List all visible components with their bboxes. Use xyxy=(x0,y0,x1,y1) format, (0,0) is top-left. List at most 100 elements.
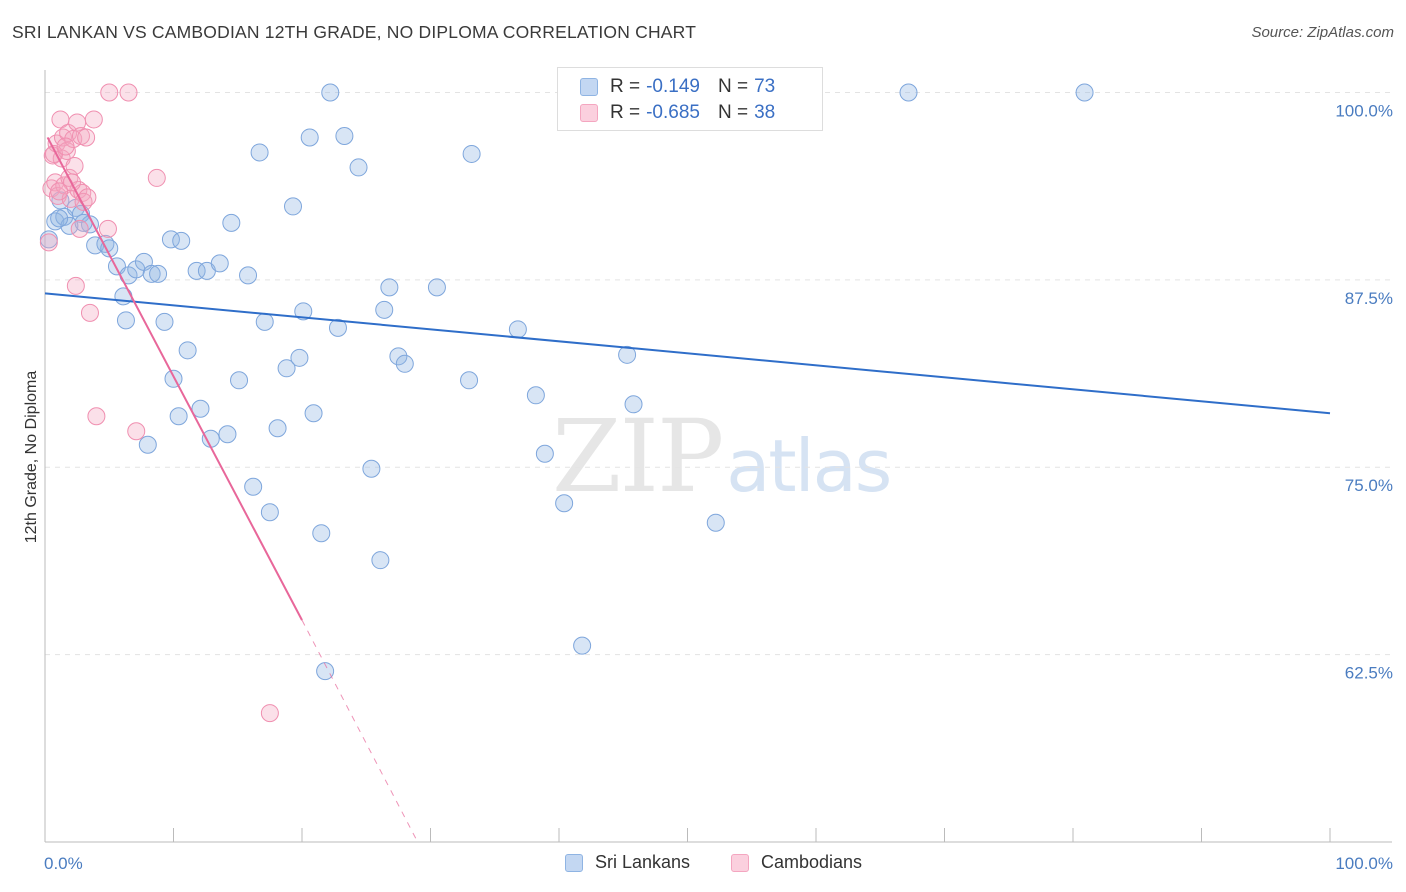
point-sri-lankans xyxy=(375,300,394,319)
point-sri-lankans xyxy=(290,348,309,367)
point-sri-lankans xyxy=(462,144,481,163)
trendline-cambodians-extension xyxy=(301,619,419,843)
r-value: -0.685 xyxy=(646,102,700,123)
point-sri-lankans xyxy=(260,503,279,522)
pink-swatch-icon xyxy=(731,853,749,872)
point-sri-lankans xyxy=(321,83,340,102)
trendline-sri-lankans xyxy=(44,292,1331,415)
point-sri-lankans xyxy=(395,354,414,373)
point-cambodians xyxy=(66,276,85,295)
chart-title: SRI LANKAN VS CAMBODIAN 12TH GRADE, NO D… xyxy=(12,22,697,42)
point-cambodians xyxy=(65,156,84,175)
point-sri-lankans xyxy=(706,513,725,532)
n-value: 38 xyxy=(754,102,776,123)
point-sri-lankans xyxy=(1075,83,1094,102)
stats-legend: R = -0.149 N = 73 R = -0.685 N = 38 xyxy=(557,67,823,131)
point-cambodians xyxy=(56,137,75,156)
point-cambodians xyxy=(80,303,99,322)
r-value: -0.149 xyxy=(646,76,700,97)
point-sri-lankans xyxy=(268,419,287,438)
point-sri-lankans xyxy=(526,386,545,405)
point-sri-lankans xyxy=(116,311,135,330)
y-tick-label: 100.0% xyxy=(1335,101,1393,120)
legend-item-cambodians: Cambodians xyxy=(731,852,862,873)
legend-item-sri-lankans: Sri Lankans xyxy=(565,852,690,873)
point-cambodians xyxy=(127,422,146,441)
point-sri-lankans xyxy=(349,158,368,177)
point-sri-lankans xyxy=(155,312,174,331)
point-sri-lankans xyxy=(138,435,157,454)
stats-legend-row-sri-lankans: R = -0.149 N = 73 xyxy=(580,75,775,99)
point-cambodians xyxy=(100,83,119,102)
point-sri-lankans xyxy=(187,261,206,280)
point-sri-lankans xyxy=(169,407,188,426)
point-sri-lankans xyxy=(460,371,479,390)
point-sri-lankans xyxy=(218,425,237,444)
point-sri-lankans xyxy=(60,216,79,235)
point-sri-lankans xyxy=(50,209,69,228)
point-sri-lankans xyxy=(244,477,263,496)
x-tick-label: 100.0% xyxy=(1335,854,1393,873)
point-sri-lankans xyxy=(164,369,183,388)
watermark-atlas: atlas xyxy=(726,424,892,508)
point-sri-lankans xyxy=(191,399,210,418)
point-sri-lankans xyxy=(230,371,249,390)
point-sri-lankans xyxy=(618,345,637,364)
point-cambodians xyxy=(260,704,279,723)
y-axis-label: 12th Grade, No Diploma xyxy=(23,371,40,544)
point-sri-lankans xyxy=(899,83,918,102)
pink-swatch-icon xyxy=(580,104,598,122)
point-sri-lankans xyxy=(316,662,335,681)
point-sri-lankans xyxy=(380,278,399,297)
point-cambodians xyxy=(87,407,106,426)
blue-swatch-icon xyxy=(565,853,583,872)
point-sri-lankans xyxy=(255,312,274,331)
watermark-zip: ZIP xyxy=(552,398,724,515)
series-legend: Sri Lankans Cambodians xyxy=(0,852,1406,876)
point-sri-lankans xyxy=(294,302,313,321)
stats-legend-row-cambodians: R = -0.685 N = 38 xyxy=(580,101,775,125)
point-sri-lankans xyxy=(149,264,168,283)
point-cambodians xyxy=(147,168,166,187)
point-cambodians xyxy=(70,219,89,238)
point-sri-lankans xyxy=(142,264,161,283)
point-sri-lankans xyxy=(328,318,347,337)
point-sri-lankans xyxy=(573,636,592,655)
point-cambodians xyxy=(98,219,117,238)
point-sri-lankans xyxy=(371,551,390,570)
point-cambodians xyxy=(84,110,103,129)
point-sri-lankans xyxy=(304,404,323,423)
point-sri-lankans xyxy=(114,287,133,306)
point-sri-lankans xyxy=(362,459,381,478)
point-sri-lankans xyxy=(335,126,354,145)
blue-swatch-icon xyxy=(580,78,598,96)
point-sri-lankans xyxy=(508,320,527,339)
legend-label: Sri Lankans xyxy=(595,852,691,872)
point-cambodians xyxy=(77,128,96,147)
point-cambodians xyxy=(39,233,58,252)
watermark: ZIPatlas xyxy=(552,398,892,515)
point-sri-lankans xyxy=(250,143,269,162)
n-label: N = xyxy=(717,102,749,123)
point-cambodians xyxy=(119,83,138,102)
point-sri-lankans xyxy=(201,429,220,448)
y-tick-label: 87.5% xyxy=(1345,289,1393,308)
point-sri-lankans xyxy=(427,278,446,297)
y-tick-label: 75.0% xyxy=(1345,476,1393,495)
point-sri-lankans xyxy=(222,213,241,232)
point-sri-lankans xyxy=(555,494,574,513)
point-sri-lankans xyxy=(172,231,191,250)
r-label: R = xyxy=(610,76,641,97)
point-sri-lankans xyxy=(277,359,296,378)
legend-label: Cambodians xyxy=(761,852,863,872)
source-label: Source: ZipAtlas.com xyxy=(1251,24,1394,41)
point-sri-lankans xyxy=(210,254,229,273)
point-sri-lankans xyxy=(389,347,408,366)
r-label: R = xyxy=(610,102,641,123)
point-sri-lankans xyxy=(178,341,197,360)
point-sri-lankans xyxy=(284,197,303,216)
point-sri-lankans xyxy=(535,444,554,463)
point-sri-lankans xyxy=(312,524,331,543)
point-sri-lankans xyxy=(624,395,643,414)
